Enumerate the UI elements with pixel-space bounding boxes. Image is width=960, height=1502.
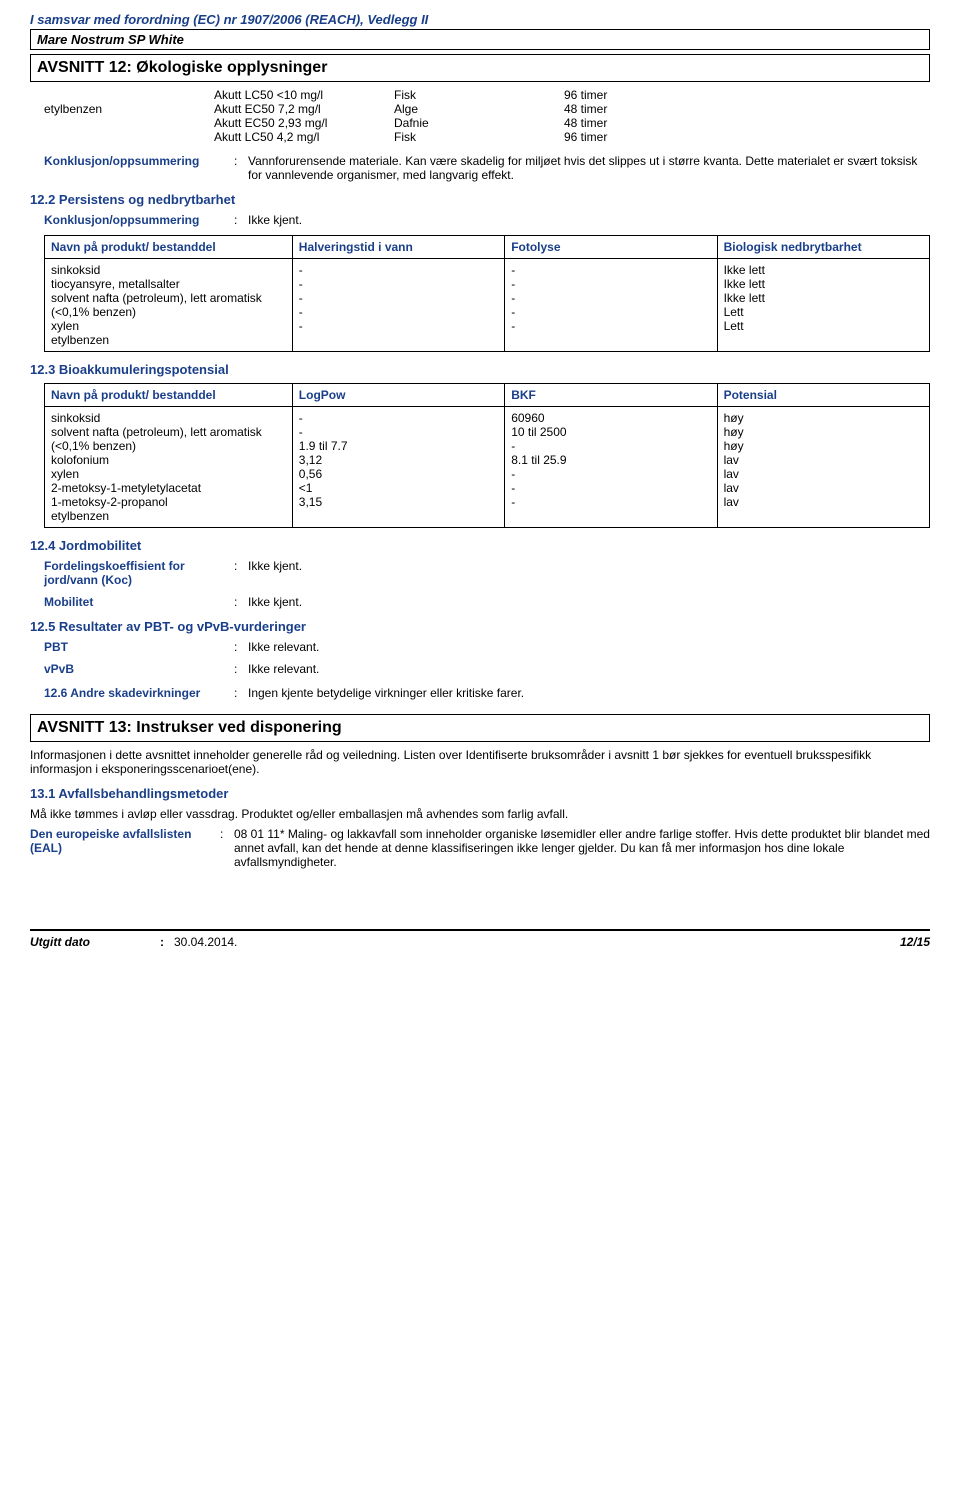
- th-12-3-2: BKF: [505, 384, 717, 407]
- kv-sep: :: [234, 640, 248, 654]
- acute-substance: [44, 88, 214, 102]
- section-13-intro: Informasjonen i dette avsnittet innehold…: [30, 748, 930, 776]
- heading-12-5: 12.5 Resultater av PBT- og vPvB-vurderin…: [30, 619, 930, 634]
- acute-test-2: Akutt EC50 2,93 mg/l: [214, 116, 394, 130]
- kv-sep: :: [234, 213, 248, 227]
- th-12-2-3: Biologisk nedbrytbarhet: [717, 236, 929, 259]
- kv-12-5-0: PBT : Ikke relevant.: [44, 640, 930, 654]
- table-cell: sinkoksidtiocyansyre, metallsaltersolven…: [45, 259, 293, 352]
- kv-12-4-1: Mobilitet : Ikke kjent.: [44, 595, 930, 609]
- acute-species-0: Fisk: [394, 88, 564, 102]
- page-footer: Utgitt dato : 30.04.2014. 12/15: [30, 929, 930, 949]
- kv-12-4-0: Fordelingskoeffisient for jord/vann (Koc…: [44, 559, 930, 587]
- kv-sep: :: [234, 686, 248, 700]
- table-cell: -----: [505, 259, 717, 352]
- table-cell: 6096010 til 2500-8.1 til 25.9---: [505, 407, 717, 528]
- table-12-2: Navn på produkt/ bestanddel Halveringsti…: [44, 235, 930, 352]
- heading-13-1: 13.1 Avfallsbehandlingsmetoder: [30, 786, 930, 801]
- kv-sep: :: [234, 595, 248, 609]
- kv-12-5-1-val: Ikke relevant.: [248, 662, 930, 676]
- th-12-2-2: Fotolyse: [505, 236, 717, 259]
- section-13-title: AVSNITT 13: Instrukser ved disponering: [30, 714, 930, 742]
- kv-12-4-1-label: Mobilitet: [44, 595, 234, 609]
- footer-sep: :: [160, 935, 174, 949]
- conclusion-label: Konklusjon/oppsummering: [44, 154, 234, 182]
- acute-time-2: 48 timer: [564, 116, 684, 130]
- th-12-2-0: Navn på produkt/ bestanddel: [45, 236, 293, 259]
- kv-12-5-0-val: Ikke relevant.: [248, 640, 930, 654]
- conclusion-12-2-label: Konklusjon/oppsummering: [44, 213, 234, 227]
- line-13-1: Må ikke tømmes i avløp eller vassdrag. P…: [30, 807, 930, 821]
- footer-date-value: 30.04.2014.: [174, 935, 237, 949]
- acute-substance-label: etylbenzen: [44, 102, 214, 116]
- section-12-title: AVSNITT 12: Økologiske opplysninger: [30, 54, 930, 82]
- table-cell: --1.9 til 7.73,120,56<13,15: [292, 407, 504, 528]
- table-cell: høyhøyhøylavlavlavlav: [717, 407, 929, 528]
- th-12-3-0: Navn på produkt/ bestanddel: [45, 384, 293, 407]
- acute-species-3: Fisk: [394, 130, 564, 144]
- acute-test-0: Akutt LC50 <10 mg/l: [214, 88, 394, 102]
- th-12-3-1: LogPow: [292, 384, 504, 407]
- kv-sep: :: [220, 827, 234, 869]
- kv-12-5-1: vPvB : Ikke relevant.: [44, 662, 930, 676]
- conclusion-12-2-value: Ikke kjent.: [248, 213, 930, 227]
- conclusion-value: Vannforurensende materiale. Kan være ska…: [248, 154, 930, 182]
- footer-date-label: Utgitt dato: [30, 935, 160, 949]
- kv-12-4-0-label: Fordelingskoeffisient for jord/vann (Koc…: [44, 559, 234, 587]
- kv-12-6: 12.6 Andre skadevirkninger : Ingen kjent…: [44, 686, 930, 700]
- kv-sep: :: [234, 559, 248, 587]
- heading-12-4: 12.4 Jordmobilitet: [30, 538, 930, 553]
- table-cell: -----: [292, 259, 504, 352]
- eal-row: Den europeiske avfallslisten (EAL) : 08 …: [30, 827, 930, 869]
- footer-page: 12/15: [900, 935, 930, 949]
- kv-12-6-label: 12.6 Andre skadevirkninger: [44, 686, 234, 700]
- conclusion-row: Konklusjon/oppsummering : Vannforurensen…: [44, 154, 930, 182]
- th-12-3-3: Potensial: [717, 384, 929, 407]
- kv-12-4-1-val: Ikke kjent.: [248, 595, 930, 609]
- product-name-box: Mare Nostrum SP White: [30, 29, 930, 50]
- table-cell: Ikke lettIkke lettIkke lettLettLett: [717, 259, 929, 352]
- acute-species-2: Dafnie: [394, 116, 564, 130]
- kv-12-4-0-val: Ikke kjent.: [248, 559, 930, 587]
- acute-species-1: Alge: [394, 102, 564, 116]
- acute-time-1: 48 timer: [564, 102, 684, 116]
- regulation-header: I samsvar med forordning (EC) nr 1907/20…: [30, 12, 930, 27]
- kv-12-5-0-label: PBT: [44, 640, 234, 654]
- eal-label: Den europeiske avfallslisten (EAL): [30, 827, 220, 869]
- table-12-3: Navn på produkt/ bestanddel LogPow BKF P…: [44, 383, 930, 528]
- kv-12-5-1-label: vPvB: [44, 662, 234, 676]
- heading-12-2: 12.2 Persistens og nedbrytbarhet: [30, 192, 930, 207]
- eal-value: 08 01 11* Maling- og lakkavfall som inne…: [234, 827, 930, 869]
- kv-sep: :: [234, 662, 248, 676]
- acute-test-3: Akutt LC50 4,2 mg/l: [214, 130, 394, 144]
- kv-12-6-val: Ingen kjente betydelige virkninger eller…: [248, 686, 930, 700]
- th-12-2-1: Halveringstid i vann: [292, 236, 504, 259]
- conclusion-12-2-row: Konklusjon/oppsummering : Ikke kjent.: [44, 213, 930, 227]
- acute-test-1: Akutt EC50 7,2 mg/l: [214, 102, 394, 116]
- kv-sep: :: [234, 154, 248, 182]
- acute-time-0: 96 timer: [564, 88, 684, 102]
- acute-time-3: 96 timer: [564, 130, 684, 144]
- table-cell: sinkoksidsolvent nafta (petroleum), lett…: [45, 407, 293, 528]
- acute-data-block: Akutt LC50 <10 mg/l Fisk 96 timer etylbe…: [44, 88, 930, 144]
- heading-12-3: 12.3 Bioakkumuleringspotensial: [30, 362, 930, 377]
